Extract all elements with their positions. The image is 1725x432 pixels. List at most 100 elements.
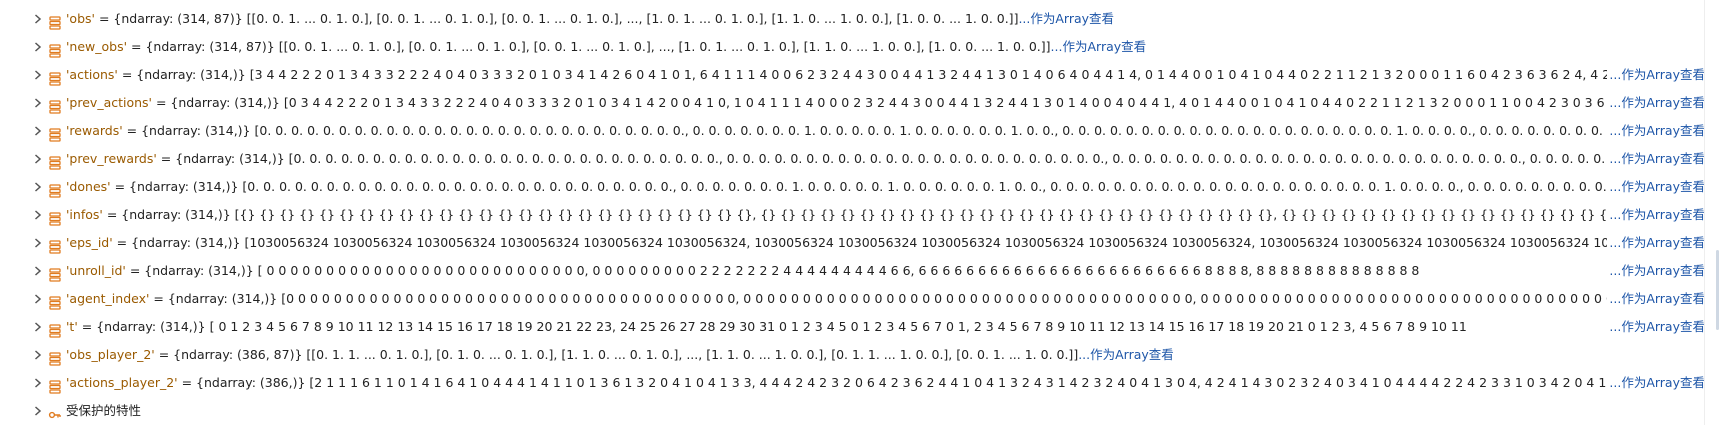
equals-sign: = [127, 39, 146, 54]
equals-sign: = [94, 11, 114, 26]
variable-type: {ndarray: (314,)} [131, 235, 241, 250]
chevron-right-icon[interactable] [32, 285, 46, 313]
equals-sign: = [110, 179, 130, 194]
variable-type: {ndarray: (314,)} [129, 179, 239, 194]
array-icon [48, 348, 62, 366]
equals-sign: = [102, 207, 122, 222]
view-as-array-link[interactable]: ...作为Array查看 [1607, 201, 1705, 229]
variable-row[interactable]: 'prev_rewards' = {ndarray: (314,)} [0. 0… [0, 145, 1705, 173]
view-as-array-link[interactable]: ...作为Array查看 [1607, 117, 1705, 145]
view-as-array-link[interactable]: ...作为Array查看 [1018, 11, 1115, 26]
equals-sign: = [152, 95, 171, 110]
array-icon [48, 376, 62, 394]
array-icon [48, 152, 62, 170]
variable-row[interactable]: 'actions_player_2' = {ndarray: (386,)} [… [0, 369, 1705, 397]
variable-value: [1030056324 1030056324 1030056324 103005… [244, 235, 1623, 250]
vertical-scrollbar[interactable] [1704, 0, 1725, 425]
variable-value: [0. 0. 0. 0. 0. 0. 0. 0. 0. 0. 0. 0. 0. … [254, 123, 1624, 138]
view-as-array-link[interactable]: ...作为Array查看 [1050, 39, 1147, 54]
view-as-array-link[interactable]: ...作为Array查看 [1607, 89, 1705, 117]
equals-sign: = [177, 375, 197, 390]
variable-value: [0 3 4 4 2 2 2 0 1 3 4 3 3 2 2 2 4 0 4 0… [283, 95, 1623, 110]
variables-tree: 'obs' = {ndarray: (314, 87)} [[0. 0. 1. … [0, 5, 1705, 425]
variable-type: {ndarray: (314,)} [170, 95, 280, 110]
variable-row[interactable]: 'rewards' = {ndarray: (314,)} [0. 0. 0. … [0, 117, 1705, 145]
chevron-right-icon[interactable] [32, 369, 46, 397]
chevron-right-icon[interactable] [32, 145, 46, 173]
variable-value: [0. 0. 0. 0. 0. 0. 0. 0. 0. 0. 0. 0. 0. … [288, 151, 1623, 166]
chevron-right-icon[interactable] [32, 89, 46, 117]
chevron-right-icon[interactable] [32, 117, 46, 145]
chevron-right-icon[interactable] [32, 313, 46, 341]
variable-value: [[0. 0. 1. ... 0. 1. 0.], [0. 0. 1. ... … [278, 39, 1051, 54]
equals-sign: = [154, 347, 174, 362]
variable-name: 'prev_actions' [66, 95, 152, 110]
variable-row[interactable]: 'unroll_id' = {ndarray: (314,)} [ 0 0 0 … [0, 257, 1705, 285]
chevron-right-icon[interactable] [32, 257, 46, 285]
variable-row[interactable]: 'dones' = {ndarray: (314,)} [0. 0. 0. 0.… [0, 173, 1705, 201]
variable-row[interactable]: 'actions' = {ndarray: (314,)} [3 4 4 2 2… [0, 61, 1705, 89]
variable-type: {ndarray: (314,)} [144, 263, 254, 278]
variable-name: 't' [66, 319, 78, 334]
equals-sign: = [149, 291, 168, 306]
variable-row[interactable]: 'infos' = {ndarray: (314,)} [{} {} {} {}… [0, 201, 1705, 229]
variable-row[interactable]: 'prev_actions' = {ndarray: (314,)} [0 3 … [0, 89, 1705, 117]
chevron-right-icon[interactable] [32, 61, 46, 89]
variable-name: 'eps_id' [66, 235, 113, 250]
equals-sign: = [156, 151, 176, 166]
scrollbar-thumb[interactable] [1716, 250, 1719, 330]
array-icon [48, 12, 62, 30]
variable-row[interactable]: 'agent_index' = {ndarray: (314,)} [0 0 0… [0, 285, 1705, 313]
array-icon [48, 236, 62, 254]
variable-type: {ndarray: (314,)} [141, 123, 251, 138]
variable-value: [[0. 0. 1. ... 0. 1. 0.], [0. 0. 1. ... … [246, 11, 1019, 26]
chevron-right-icon[interactable] [32, 397, 46, 425]
chevron-right-icon[interactable] [32, 201, 46, 229]
variable-type: {ndarray: (314,)} [96, 319, 206, 334]
variable-value: [0 0 0 0 0 0 0 0 0 0 0 0 0 0 0 0 0 0 0 0… [281, 291, 1623, 306]
view-as-array-link[interactable]: ...作为Array查看 [1607, 313, 1705, 341]
chevron-right-icon[interactable] [32, 5, 46, 33]
variable-name: 'infos' [66, 207, 103, 222]
chevron-right-icon[interactable] [32, 341, 46, 369]
array-icon [48, 40, 62, 58]
variable-value: [3 4 4 2 2 2 0 1 3 4 3 3 2 2 2 4 0 4 0 3… [249, 67, 1623, 82]
variable-row[interactable]: 'obs_player_2' = {ndarray: (386, 87)} [[… [0, 341, 1705, 369]
view-as-array-link[interactable]: ...作为Array查看 [1607, 229, 1705, 257]
protected-attributes-node[interactable]: 受保护的特性 [0, 397, 1705, 425]
view-as-array-link[interactable]: ...作为Array查看 [1607, 369, 1705, 397]
variable-type: {ndarray: (314,)} [175, 151, 285, 166]
equals-sign: = [117, 67, 137, 82]
variable-value: [{} {} {} {} {} {} {} {} {} {} {} {} {} … [234, 207, 1623, 222]
view-as-array-link[interactable]: ...作为Array查看 [1607, 257, 1705, 285]
equals-sign: = [125, 263, 145, 278]
variable-name: 'agent_index' [66, 291, 150, 306]
variable-value: [2 1 1 1 6 1 1 0 1 4 1 6 4 1 0 4 4 4 1 4… [309, 375, 1623, 390]
array-icon [48, 320, 62, 338]
chevron-right-icon[interactable] [32, 173, 46, 201]
view-as-array-link[interactable]: ...作为Array查看 [1078, 347, 1174, 362]
chevron-right-icon[interactable] [32, 33, 46, 61]
view-as-array-link[interactable]: ...作为Array查看 [1607, 285, 1705, 313]
variable-row[interactable]: 'obs' = {ndarray: (314, 87)} [[0. 0. 1. … [0, 5, 1705, 33]
equals-sign: = [122, 123, 142, 138]
view-as-array-link[interactable]: ...作为Array查看 [1607, 173, 1705, 201]
variable-name: 'actions' [66, 67, 118, 82]
variable-name: 'obs_player_2' [66, 347, 155, 362]
view-as-array-link[interactable]: ...作为Array查看 [1607, 61, 1705, 89]
array-icon [48, 264, 62, 282]
variable-value: [[0. 1. 1. ... 0. 1. 0.], [0. 1. 0. ... … [306, 347, 1079, 362]
chevron-right-icon[interactable] [32, 229, 46, 257]
variable-row[interactable]: 'eps_id' = {ndarray: (314,)} [1030056324… [0, 229, 1705, 257]
key-icon [48, 404, 62, 419]
variable-row[interactable]: 't' = {ndarray: (314,)} [ 0 1 2 3 4 5 6 … [0, 313, 1705, 341]
variable-type: {ndarray: (314,)} [167, 291, 278, 306]
view-as-array-link[interactable]: ...作为Array查看 [1607, 145, 1705, 173]
variable-type: {ndarray: (386, 87)} [173, 347, 303, 362]
variable-row[interactable]: 'new_obs' = {ndarray: (314, 87)} [[0. 0.… [0, 33, 1705, 61]
variable-value: [ 0 1 2 3 4 5 6 7 8 9 10 11 12 13 14 15 … [209, 319, 1467, 334]
variable-value: [ 0 0 0 0 0 0 0 0 0 0 0 0 0 0 0 0 0 0 0 … [257, 263, 1420, 278]
variable-value: [0. 0. 0. 0. 0. 0. 0. 0. 0. 0. 0. 0. 0. … [242, 179, 1623, 194]
array-icon [48, 96, 62, 114]
array-icon [48, 68, 62, 86]
